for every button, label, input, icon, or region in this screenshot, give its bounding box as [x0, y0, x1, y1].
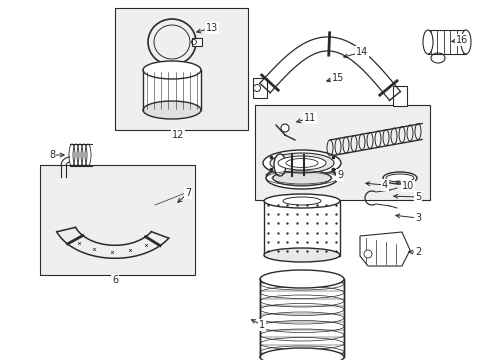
- Ellipse shape: [281, 124, 288, 132]
- Text: 1: 1: [259, 320, 264, 330]
- Text: 12: 12: [171, 130, 184, 140]
- Ellipse shape: [142, 101, 201, 119]
- Text: 16: 16: [455, 35, 467, 45]
- Text: 9: 9: [336, 170, 343, 180]
- Ellipse shape: [264, 248, 339, 262]
- Ellipse shape: [273, 154, 285, 176]
- Text: 10: 10: [401, 181, 413, 191]
- Text: 13: 13: [205, 23, 218, 33]
- Ellipse shape: [260, 348, 343, 360]
- Ellipse shape: [363, 250, 371, 258]
- Ellipse shape: [263, 150, 340, 176]
- Text: 5: 5: [414, 192, 420, 202]
- Ellipse shape: [260, 270, 343, 288]
- Ellipse shape: [265, 167, 337, 189]
- Text: 8: 8: [49, 150, 55, 160]
- Bar: [115, 8, 247, 130]
- Ellipse shape: [269, 153, 333, 173]
- Bar: [192, 38, 202, 46]
- Ellipse shape: [460, 30, 470, 54]
- Text: 4: 4: [381, 180, 387, 190]
- Bar: [427, 30, 465, 54]
- Ellipse shape: [422, 30, 432, 54]
- Ellipse shape: [272, 170, 330, 186]
- Text: 15: 15: [331, 73, 344, 83]
- Text: 11: 11: [303, 113, 315, 123]
- Bar: [260, 279, 343, 357]
- Bar: [254, 105, 429, 200]
- Bar: [40, 165, 195, 275]
- Ellipse shape: [278, 156, 325, 170]
- Text: 2: 2: [414, 247, 420, 257]
- Ellipse shape: [382, 172, 416, 184]
- Text: 3: 3: [414, 213, 420, 223]
- Text: 7: 7: [184, 188, 191, 198]
- Bar: [264, 201, 339, 256]
- Text: 14: 14: [355, 47, 367, 57]
- Ellipse shape: [264, 194, 339, 208]
- Bar: [392, 86, 406, 106]
- Ellipse shape: [253, 85, 260, 91]
- Text: 6: 6: [112, 275, 118, 285]
- Bar: [252, 78, 266, 98]
- Ellipse shape: [142, 61, 201, 79]
- Bar: [142, 70, 201, 110]
